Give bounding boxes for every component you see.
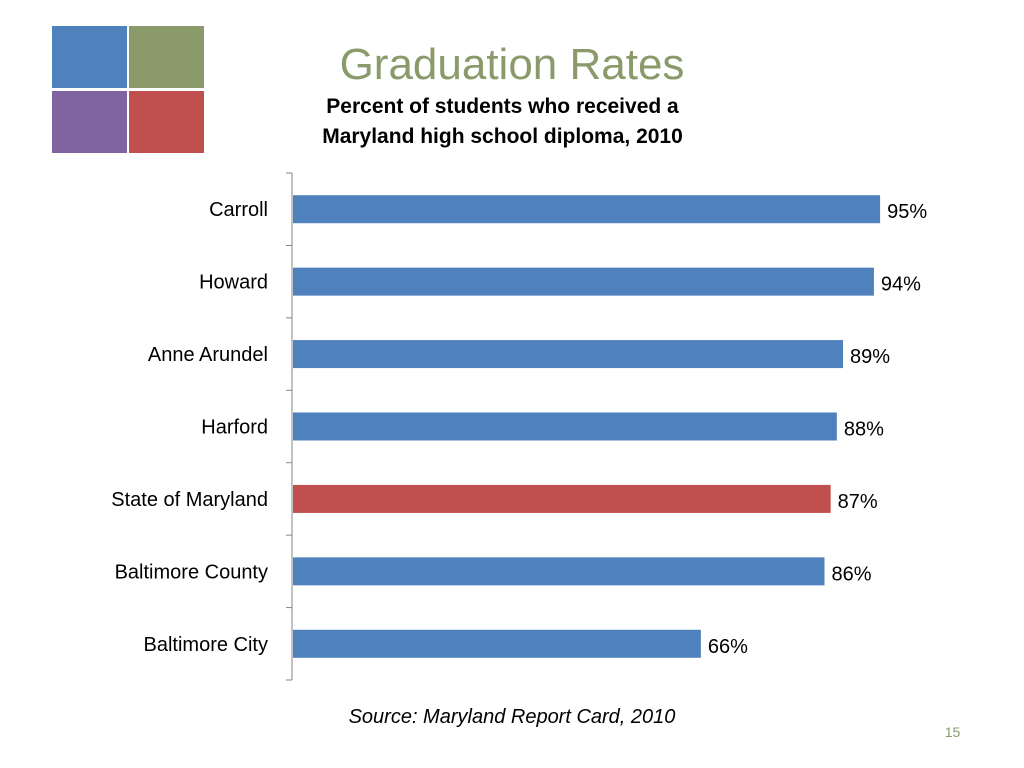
slide-title: Graduation Rates <box>339 40 685 89</box>
source-note: Source: Maryland Report Card, 2010 <box>348 706 676 728</box>
data-label: 95% <box>887 201 927 223</box>
page-number: 15 <box>944 724 961 740</box>
data-label: 66% <box>708 636 748 658</box>
bar-howard <box>293 267 874 296</box>
data-label: 88% <box>844 419 884 441</box>
data-label: 87% <box>838 491 878 513</box>
bar-harford <box>293 412 837 441</box>
logo-square-green <box>129 26 204 88</box>
data-label: 86% <box>831 563 871 585</box>
bar-carroll <box>293 195 881 224</box>
logo-square-purple <box>52 91 127 153</box>
logo-square-blue <box>52 26 127 88</box>
category-label: Baltimore County <box>115 561 268 583</box>
category-label: Anne Arundel <box>148 344 268 366</box>
bar-state-of-maryland <box>293 484 831 513</box>
chart-subtitle: Percent of students who received a Maryl… <box>250 92 755 152</box>
category-label: Carroll <box>209 199 268 221</box>
bar-baltimore-county <box>293 557 825 586</box>
category-label: State of Maryland <box>111 489 268 511</box>
category-label: Howard <box>199 272 268 294</box>
logo-square-red <box>129 91 204 153</box>
category-label: Baltimore City <box>144 634 268 656</box>
category-label: Harford <box>201 417 268 439</box>
subtitle-line-2: Maryland high school diploma, 2010 <box>322 125 683 148</box>
bar-anne-arundel <box>293 340 844 369</box>
logo-squares <box>52 26 204 153</box>
subtitle-line-1: Percent of students who received a <box>326 95 679 118</box>
bar-baltimore-city <box>293 629 701 658</box>
data-label: 89% <box>850 346 890 368</box>
data-label: 94% <box>881 274 921 296</box>
